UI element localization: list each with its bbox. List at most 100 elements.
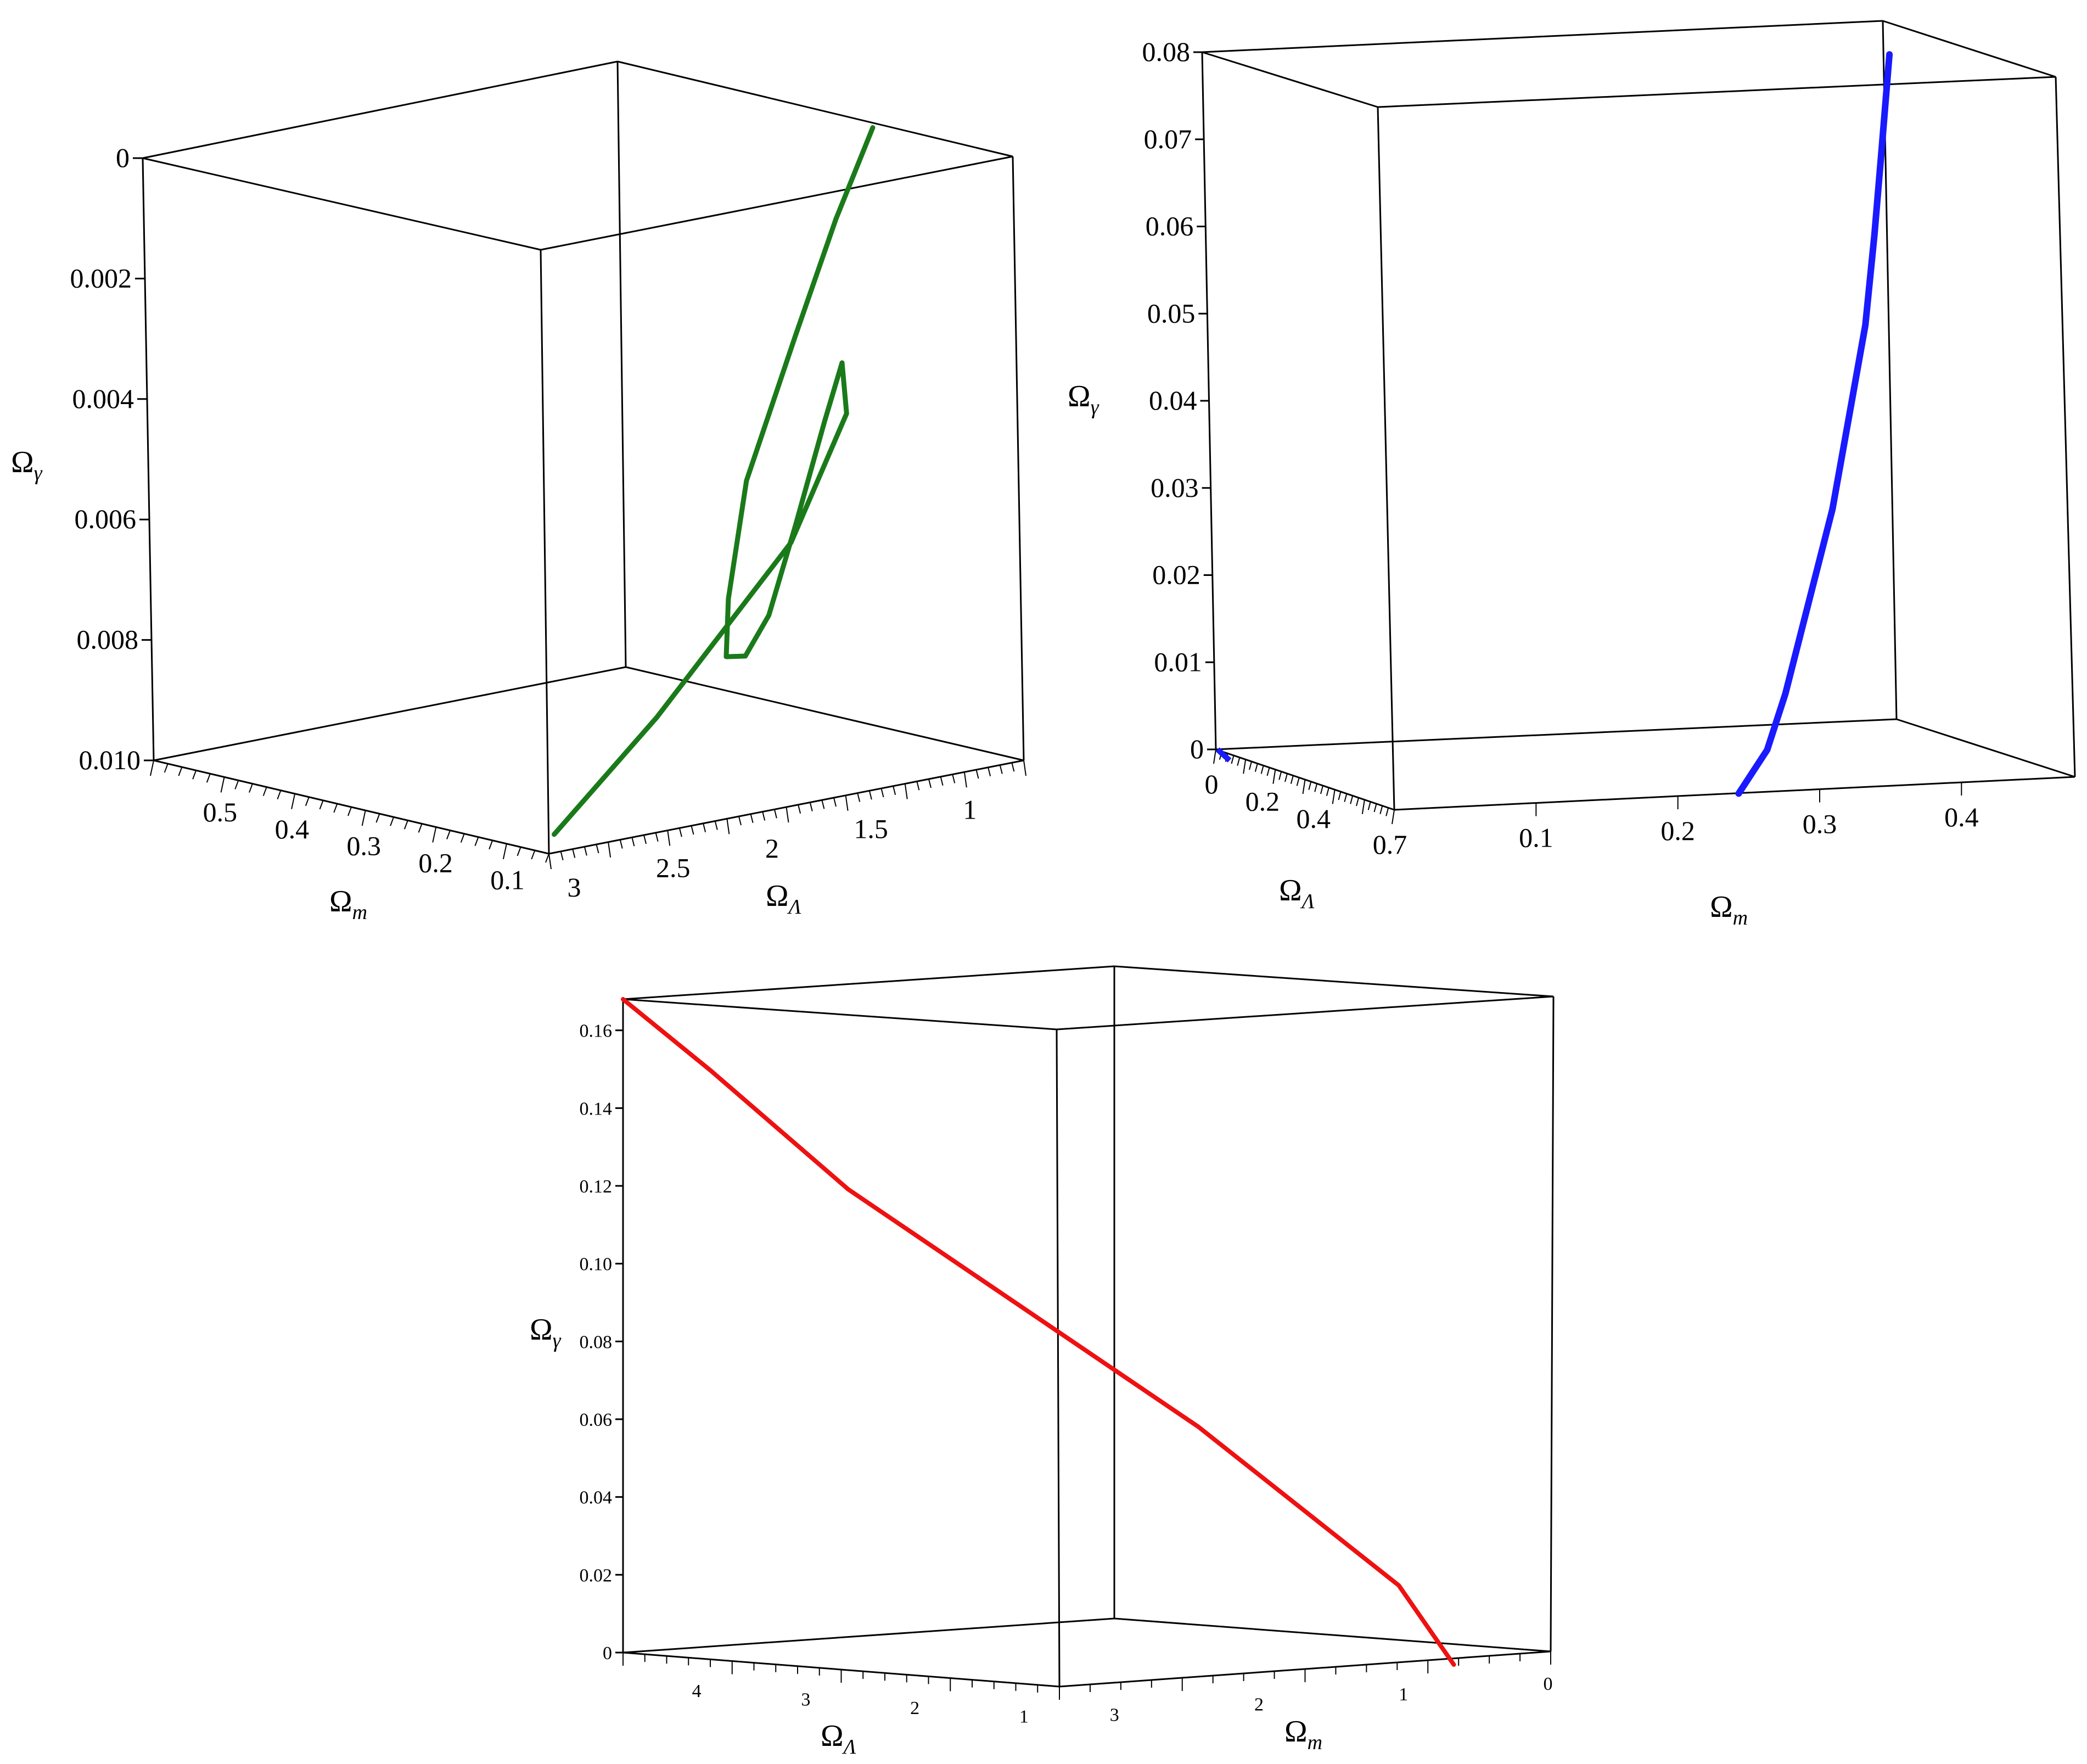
lambda-axis-title-symbol: Ω [1279,873,1302,908]
box-edge [616,61,627,668]
lambda-minor-tick [619,839,623,849]
m-tick-label: 2 [1254,1695,1264,1715]
lambda-minor-tick [1332,789,1336,804]
lambda-minor-tick [1392,809,1395,825]
gamma-tick-label: 0.03 [1151,472,1199,503]
lambda-minor-tick [1272,769,1276,784]
lambda-axis-title-subscript: Λ [1300,890,1315,913]
lambda-minor-tick [643,835,647,844]
lambda-minor-tick [762,811,766,821]
gamma-axis-title: Ωγ [1068,379,1099,419]
gamma-tick-label: 0 [1190,733,1204,764]
lambda-axis-title-symbol: Ω [766,879,789,913]
lambda-minor-tick [1367,802,1371,810]
gamma-tick-label: 0 [603,1643,612,1664]
lambda-minor-tick [999,765,1003,774]
lambda-minor-tick [1213,749,1216,764]
m-axis-title-symbol: Ω [1284,1715,1308,1749]
lambda-minor-tick [596,844,599,854]
lambda-axis-title-subscript: Λ [842,1735,856,1759]
lambda-minor-tick [1296,777,1300,786]
gamma-axis-title-symbol: Ω [1068,379,1091,413]
m-minor-tick [545,853,549,863]
gamma-tick-label: 0.05 [1147,298,1196,328]
m-tick-label: 0.4 [275,814,310,844]
gamma-tick-label: 0.01 [1154,646,1202,677]
gamma-tick-label: 0.06 [1146,211,1194,242]
m-minor-tick [305,797,310,807]
lambda-tick-label: 0.2 [1246,786,1280,816]
lambda-minor-tick [1231,755,1235,764]
lambda-minor-tick [952,774,956,783]
lambda-minor-tick [1266,767,1270,776]
lambda-tick-label: 0.4 [1296,803,1331,834]
lambda-minor-tick [1320,785,1323,794]
lambda-minor-tick [572,849,576,858]
lambda-minor-tick [1284,773,1288,782]
chart-panel-bottom: 0 0.02 0.04 0.06 0.08 0.10 0.12 0.14 0.16 Ωγ 4 3 2 1 Ω… [530,965,1555,1759]
m-tick-label: 0.3 [346,831,381,861]
lambda-minor-tick [655,832,659,842]
lambda-minor-tick [608,842,611,858]
lambda-minor-tick [798,804,801,814]
m-minor-tick [361,810,366,826]
gamma-axis-title: Ωγ [11,445,43,485]
gamma-tick-label: 0.004 [72,383,134,414]
lambda-minor-tick [1356,797,1359,807]
lambda-minor-tick [773,809,777,819]
lambda-minor-tick [548,853,552,870]
m-minor-tick [418,824,423,833]
m-axis-title-subscript: m [1308,1731,1322,1754]
m-minor-tick [460,833,465,843]
lambda-tick-label: 2 [765,833,779,864]
lambda-minor-tick [1344,793,1348,802]
box-edge [1202,20,1883,53]
lambda-minor-tick [1314,783,1318,792]
data-series-line [1735,51,1893,797]
gamma-axis-title-symbol: Ω [530,1313,553,1347]
m-minor-tick [517,847,521,856]
m-tick-label: 0.4 [1944,802,1979,832]
box-edge [1056,995,1554,1031]
lambda-minor-tick [1290,775,1294,784]
box-edge [622,965,1115,1000]
lambda-minor-tick [975,769,979,779]
lambda-minor-tick [880,788,884,798]
box-edge [2055,76,2076,777]
m-tick-label: 0.2 [418,848,453,878]
m-minor-tick [206,773,211,783]
gamma-tick-label: 0.08 [1142,36,1191,67]
lambda-tick-label: 2 [910,1698,919,1718]
lambda-minor-tick [1361,799,1365,814]
box-edge [1012,156,1025,761]
lambda-minor-tick [1023,760,1026,776]
box-edge [142,157,541,251]
lambda-minor-tick [1350,796,1354,804]
m-minor-tick [164,763,169,773]
lambda-minor-tick [868,791,872,800]
lambda-tick-label: 3 [568,872,581,903]
gamma-tick-label: 0.08 [580,1332,613,1352]
lambda-minor-tick [560,851,564,860]
lambda-minor-tick [988,767,991,776]
lambda-minor-tick [750,814,754,823]
lambda-minor-tick [667,830,671,846]
lambda-minor-tick [726,819,730,835]
lambda-minor-tick [893,786,896,795]
m-minor-tick [390,816,395,826]
m-tick-label: 1 [1399,1684,1408,1705]
lambda-tick-label: 3 [801,1689,810,1710]
lambda-axis-title: ΩΛ [1279,873,1315,913]
lambda-minor-tick [940,776,944,786]
box-edge [1550,996,1555,1652]
lambda-minor-tick [1338,791,1342,800]
lambda-minor-tick [821,800,825,809]
lambda-axis-title: ΩΛ [766,879,801,919]
lambda-minor-tick [904,783,908,799]
m-minor-tick [432,827,437,843]
lambda-minor-tick [845,795,849,811]
lambda-minor-tick [1237,757,1241,766]
gamma-tick-label: 0.006 [75,503,137,534]
lambda-minor-tick [1308,781,1312,790]
